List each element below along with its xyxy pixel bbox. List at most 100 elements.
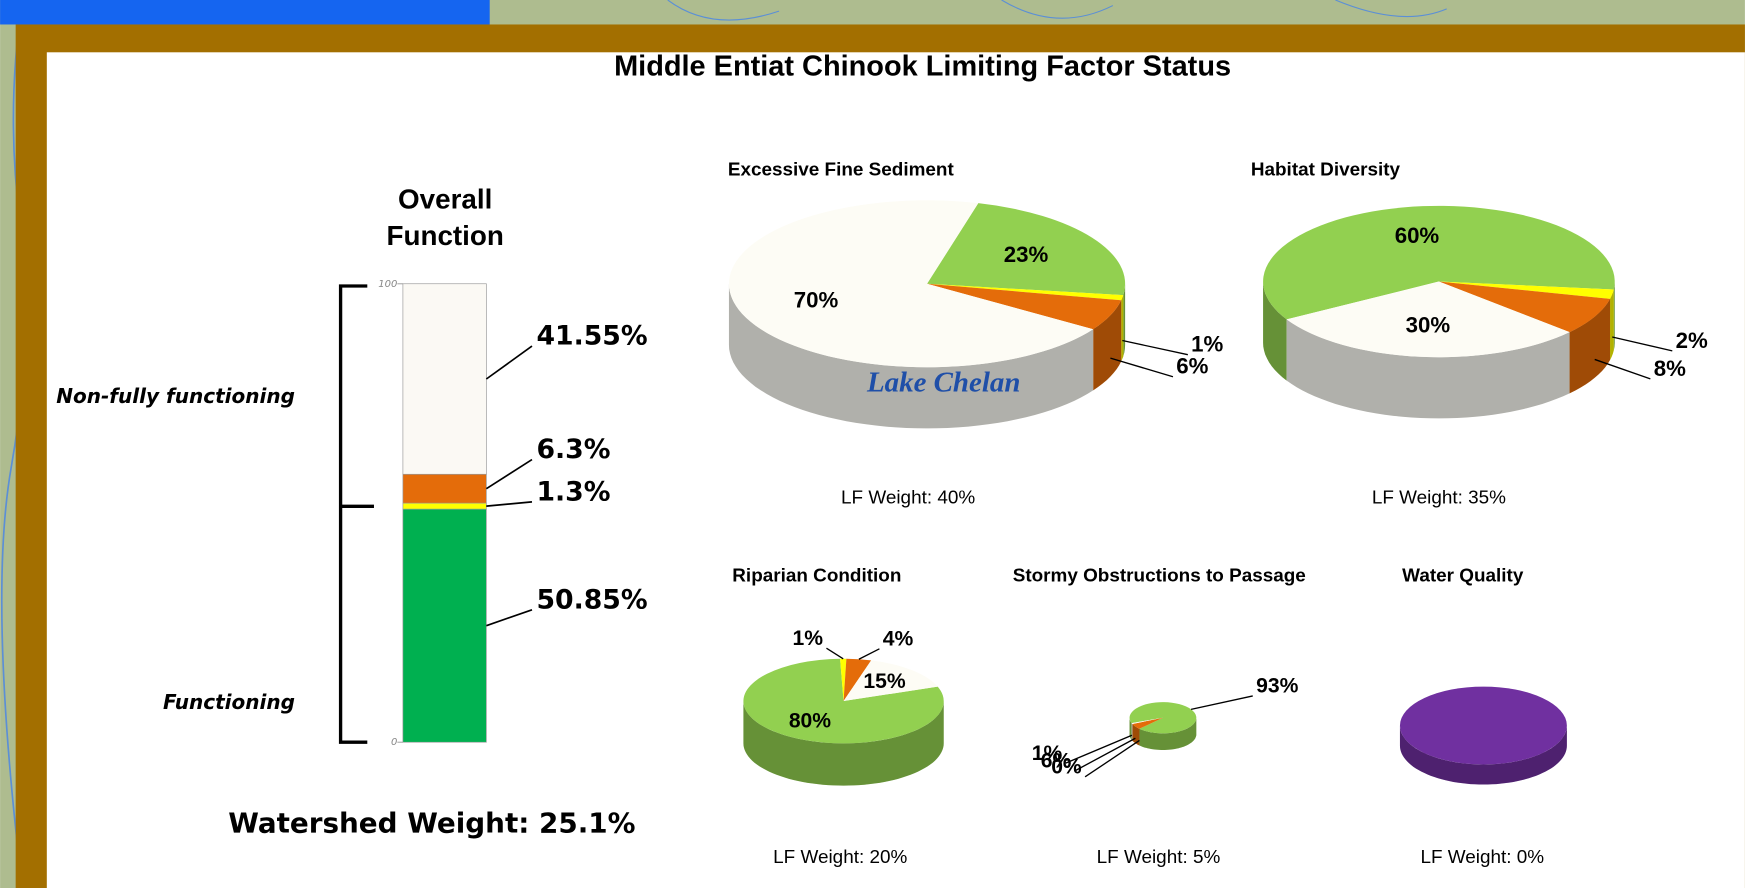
value-label: 23% [1004, 242, 1049, 267]
leader-line [1074, 737, 1136, 772]
note: LF Weight: 0% [1420, 847, 1544, 868]
charts: Overall Function 0 100 50.85% 1.3% 6.3% 41.55% N… [56, 159, 1708, 868]
pie-side-shade [1129, 717, 1132, 740]
value-label: 41.55% [536, 321, 647, 352]
pie-slice [1399, 686, 1567, 765]
value-label: 1.3% [536, 476, 610, 507]
y-tick-label: 100 [378, 279, 397, 290]
pie-side [1139, 717, 1197, 751]
pie-side-shade [1569, 298, 1611, 394]
leader-line [1084, 739, 1140, 778]
pie-slice [743, 658, 944, 744]
chart-title: Habitat Diversity [1251, 159, 1401, 180]
pie-side-shade [1093, 300, 1122, 391]
value-label: 6.3% [536, 434, 610, 465]
pie-side-shade [1132, 723, 1140, 746]
pie-slice [927, 283, 1122, 330]
leader-line [858, 648, 880, 660]
pie-slice [840, 658, 847, 702]
leader-line [1594, 358, 1651, 380]
value-label: 50.85% [536, 584, 647, 615]
value-label: 93% [1256, 675, 1298, 698]
value-label: 1% [793, 627, 824, 650]
pie-side [1123, 283, 1126, 357]
pie-side [1610, 289, 1614, 360]
pie-side [1121, 295, 1124, 362]
leader-line [486, 501, 533, 507]
pie-slice [728, 200, 1094, 368]
value-label: 30% [1406, 313, 1451, 338]
value-label: 60% [1395, 223, 1440, 248]
bar-segment [402, 283, 487, 475]
group-label: Non-fully functioning [56, 384, 295, 408]
pie-slice [1132, 717, 1163, 729]
pie-side [1093, 300, 1122, 391]
leader-line [1110, 357, 1174, 378]
pie-side-shade [728, 283, 1094, 429]
map-label: Lake Chelan [866, 367, 1020, 399]
pie-slice [927, 203, 1126, 296]
pie-side [728, 283, 1094, 429]
value-label: 2% [1676, 328, 1708, 353]
pie-side-shade [1286, 319, 1570, 419]
chart-title: Stormy Obstructions to Passage [1013, 565, 1306, 586]
page-title: Middle Entiat Chinook Limiting Factor St… [614, 51, 1231, 83]
leader-line [485, 458, 533, 490]
pie-slice [1438, 281, 1614, 299]
chart-title: Water Quality [1402, 565, 1524, 586]
note: LF Weight: 20% [773, 847, 907, 868]
pie-side [1569, 298, 1611, 394]
pie-side [1613, 281, 1615, 351]
y-tick-label: 0 [391, 737, 397, 748]
leader-line [826, 647, 844, 660]
pie-side-shade [1123, 283, 1126, 357]
chart-title: Riparian Condition [732, 565, 901, 586]
pie-side-shade [1613, 281, 1615, 351]
note: LF Weight: 35% [1372, 488, 1506, 509]
pie-slice [1131, 717, 1163, 724]
pie-slice [927, 283, 1124, 301]
pie-slice [843, 658, 872, 702]
value-label: 4% [883, 627, 914, 650]
chart-title: Overall Function [387, 184, 504, 252]
bracket [338, 284, 374, 744]
pie-side [1263, 281, 1287, 381]
pie-side-shade [1139, 717, 1197, 751]
pie-side-shade [1610, 289, 1614, 360]
note: LF Weight: 40% [841, 488, 975, 509]
value-label: 1% [1191, 332, 1223, 357]
map-river [667, 0, 1447, 21]
pie-side [1129, 717, 1132, 740]
pie-side-shade [1131, 723, 1133, 741]
bar-segment [402, 473, 487, 504]
pie-side [1286, 319, 1570, 419]
map-lake [0, 0, 490, 25]
pie-slice [1438, 281, 1611, 333]
leader-line [1122, 339, 1188, 356]
pie-slice [843, 660, 938, 702]
value-label: 8% [1654, 356, 1686, 381]
chart-title: Excessive Fine Sediment [728, 159, 955, 180]
pie-side [1132, 723, 1140, 746]
value-label: 15% [863, 670, 905, 693]
value-label: 1% [1032, 742, 1063, 765]
pie-side-shade [1263, 281, 1287, 381]
pie-slice [1286, 281, 1570, 358]
group-label: Functioning [163, 690, 295, 714]
pie-side [1399, 725, 1567, 785]
pie-slice [1263, 205, 1615, 320]
value-label: 6% [1176, 354, 1208, 379]
value-label: 6% [1041, 750, 1072, 773]
bar-segment [402, 508, 487, 743]
pie-side-shade [1399, 725, 1567, 785]
leader-line [1190, 695, 1253, 711]
leader-line [485, 345, 533, 380]
bar-segment [402, 502, 487, 510]
note: LF Weight: 5% [1097, 847, 1221, 868]
note: Watershed Weight: 25.1% [228, 807, 635, 840]
pie-side-shade [1121, 295, 1124, 362]
value-label: 80% [789, 710, 831, 733]
leader-line [1065, 734, 1133, 764]
value-label: 0% [1051, 756, 1082, 779]
